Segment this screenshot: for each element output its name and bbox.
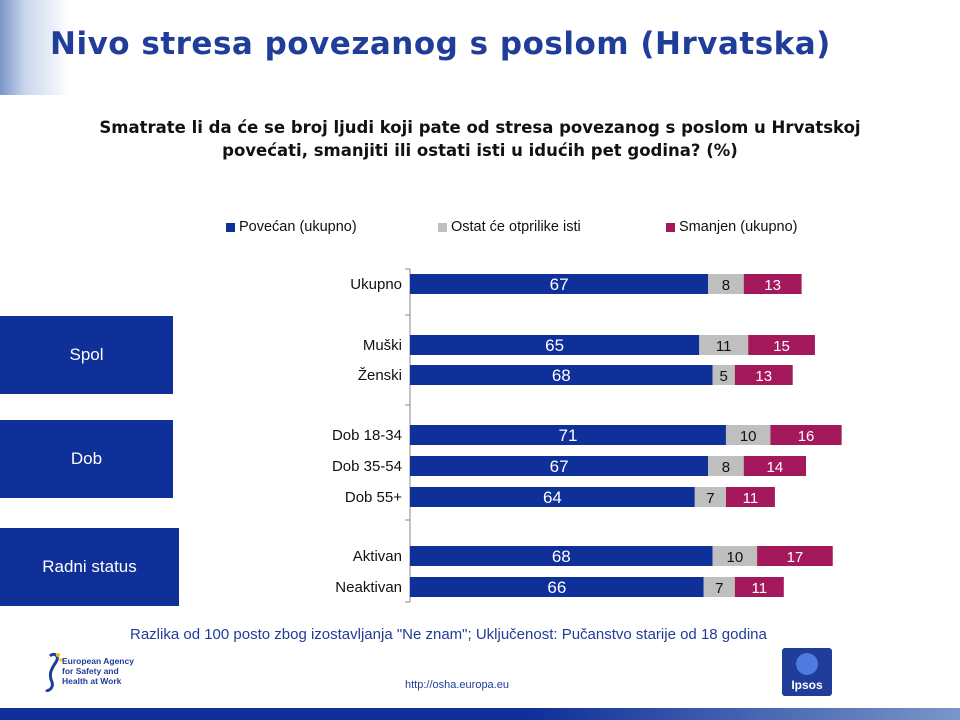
data-label: 11 [752, 580, 768, 597]
bar-segment [410, 456, 709, 476]
bar-segment [712, 546, 758, 566]
data-label: 71 [559, 426, 578, 445]
group-box-radni-status: Radni status [0, 528, 179, 606]
legend-swatch-increase [226, 222, 235, 232]
legend-label-same: Ostat će otprilike isti [451, 219, 581, 235]
bar-segment [410, 335, 700, 355]
group-box-dob: Dob [0, 420, 173, 498]
legend-item-decrease: Smanjen (ukupno) [666, 219, 798, 235]
legend-label-increase: Povećan (ukupno) [239, 219, 357, 235]
data-label: 65 [545, 336, 564, 355]
data-label: 68 [552, 547, 571, 566]
legend-item-increase: Povećan (ukupno) [226, 219, 357, 235]
bar-segment [410, 365, 713, 385]
data-label: 64 [543, 488, 562, 507]
bar-segment [699, 335, 749, 355]
header-band [0, 0, 960, 95]
bar-segment [725, 425, 771, 445]
agency-name: European Agency for Safety and Health at… [62, 656, 134, 686]
data-label: 7 [715, 580, 723, 597]
page-title: Nivo stresa povezanog s poslom (Hrvatska… [50, 26, 831, 62]
data-label: 16 [798, 428, 815, 445]
data-label: 7 [706, 490, 714, 507]
data-label: 68 [552, 366, 571, 385]
category-label: Dob 35-54 [332, 458, 402, 475]
bar-segment [725, 487, 775, 507]
category-label: Neaktivan [335, 579, 402, 596]
bar-segment [743, 274, 802, 294]
bar-segment [410, 274, 709, 294]
bar-segment [410, 487, 695, 507]
data-label: 10 [727, 549, 744, 566]
data-label: 66 [547, 578, 566, 597]
bar-segment [410, 425, 726, 445]
legend-item-same: Ostat će otprilike isti [438, 219, 581, 235]
data-label: 5 [720, 368, 728, 385]
group-label-dob: Dob [70, 449, 103, 468]
legend-swatch-same [438, 222, 447, 232]
category-label: Dob 55+ [345, 489, 402, 506]
footer-band [0, 708, 960, 720]
data-label: 17 [787, 549, 804, 566]
bar-segment [748, 335, 815, 355]
data-label: 11 [716, 338, 732, 355]
data-label: 13 [764, 277, 781, 294]
footer-url[interactable]: http://osha.europa.eu [405, 679, 509, 691]
data-label: 14 [767, 459, 784, 476]
category-label: Dob 18-34 [332, 427, 402, 444]
bar-segment [712, 365, 735, 385]
bar-segment [694, 487, 726, 507]
bar-segment [708, 456, 744, 476]
legend-swatch-decrease [666, 222, 675, 232]
category-label: Aktivan [353, 548, 402, 565]
group-label-radni-status: Radni status [42, 557, 137, 576]
ipsos-logo-icon: Ipsos [782, 648, 832, 696]
ipsos-logo-text: Ipsos [791, 678, 823, 692]
data-label: 15 [773, 338, 790, 355]
bar-segment [708, 274, 744, 294]
data-label: 10 [740, 428, 757, 445]
bar-segment [734, 365, 793, 385]
footnote: Razlika od 100 posto zbog izostavljanja … [130, 626, 767, 643]
category-label: Ukupno [350, 276, 402, 293]
bar-segment [770, 425, 842, 445]
data-label: 67 [550, 275, 569, 294]
data-label: 13 [755, 368, 772, 385]
bar-segment [410, 577, 704, 597]
bar-segment [410, 546, 713, 566]
bar-segment [734, 577, 784, 597]
group-box-spol: Spol [0, 316, 173, 394]
data-label: 8 [722, 277, 730, 294]
category-label: Ženski [358, 367, 402, 384]
bar-segment [743, 456, 807, 476]
category-label: Muški [363, 337, 402, 354]
chart-question: Smatrate li da će se broj ljudi koji pat… [99, 118, 861, 160]
eu-osha-logo-icon [44, 652, 63, 692]
bar-segment [757, 546, 833, 566]
data-label: 11 [743, 490, 759, 507]
data-label: 67 [550, 457, 569, 476]
group-label-spol: Spol [69, 345, 104, 364]
data-label: 8 [722, 459, 730, 476]
legend-label-decrease: Smanjen (ukupno) [679, 219, 798, 235]
bar-segment [703, 577, 735, 597]
